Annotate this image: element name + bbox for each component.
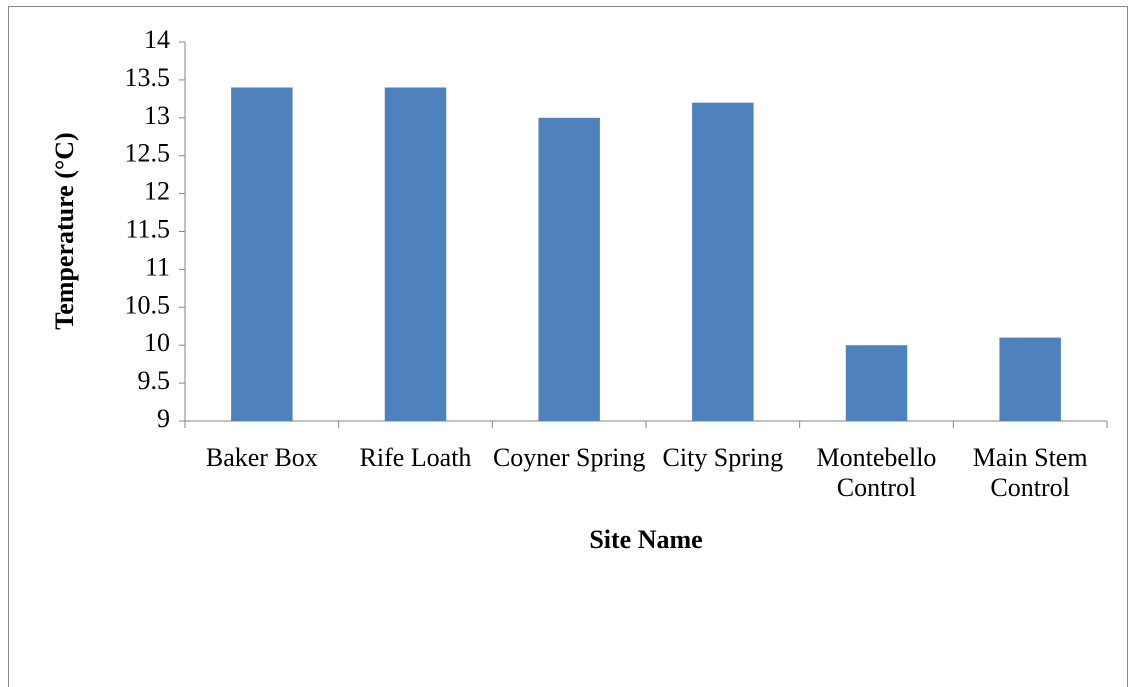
bar xyxy=(538,117,600,422)
bar xyxy=(999,337,1061,421)
bar xyxy=(384,87,447,421)
x-axis-title: Site Name xyxy=(589,525,702,554)
y-tick-label: 11 xyxy=(145,252,170,281)
x-tick-label: Baker Box xyxy=(205,443,318,472)
x-tick-label: City Spring xyxy=(662,443,784,472)
y-tick-label: 9.5 xyxy=(138,366,171,395)
y-axis-title: Temperature (°C) xyxy=(50,132,79,329)
y-tick-label: 14 xyxy=(144,25,170,54)
bar xyxy=(692,102,754,421)
y-tick-label: 9 xyxy=(157,404,170,433)
y-tick-label: 11.5 xyxy=(125,214,170,243)
bar xyxy=(231,87,293,421)
y-tick-label: 10.5 xyxy=(125,290,171,319)
x-tick-label: Montebello Control xyxy=(816,443,937,502)
y-tick-label: 13.5 xyxy=(125,63,171,92)
x-tick-label: Rife Loath xyxy=(359,443,472,472)
x-tick-label: Main Stem Control xyxy=(972,443,1088,502)
chart-border xyxy=(8,6,1128,687)
y-tick-label: 12.5 xyxy=(125,139,171,168)
x-tick-label: Coyner Spring xyxy=(492,443,646,472)
y-tick-label: 10 xyxy=(144,328,170,357)
y-tick-label: 13 xyxy=(144,101,170,130)
bar xyxy=(845,345,908,421)
y-tick-label: 12 xyxy=(144,177,170,206)
